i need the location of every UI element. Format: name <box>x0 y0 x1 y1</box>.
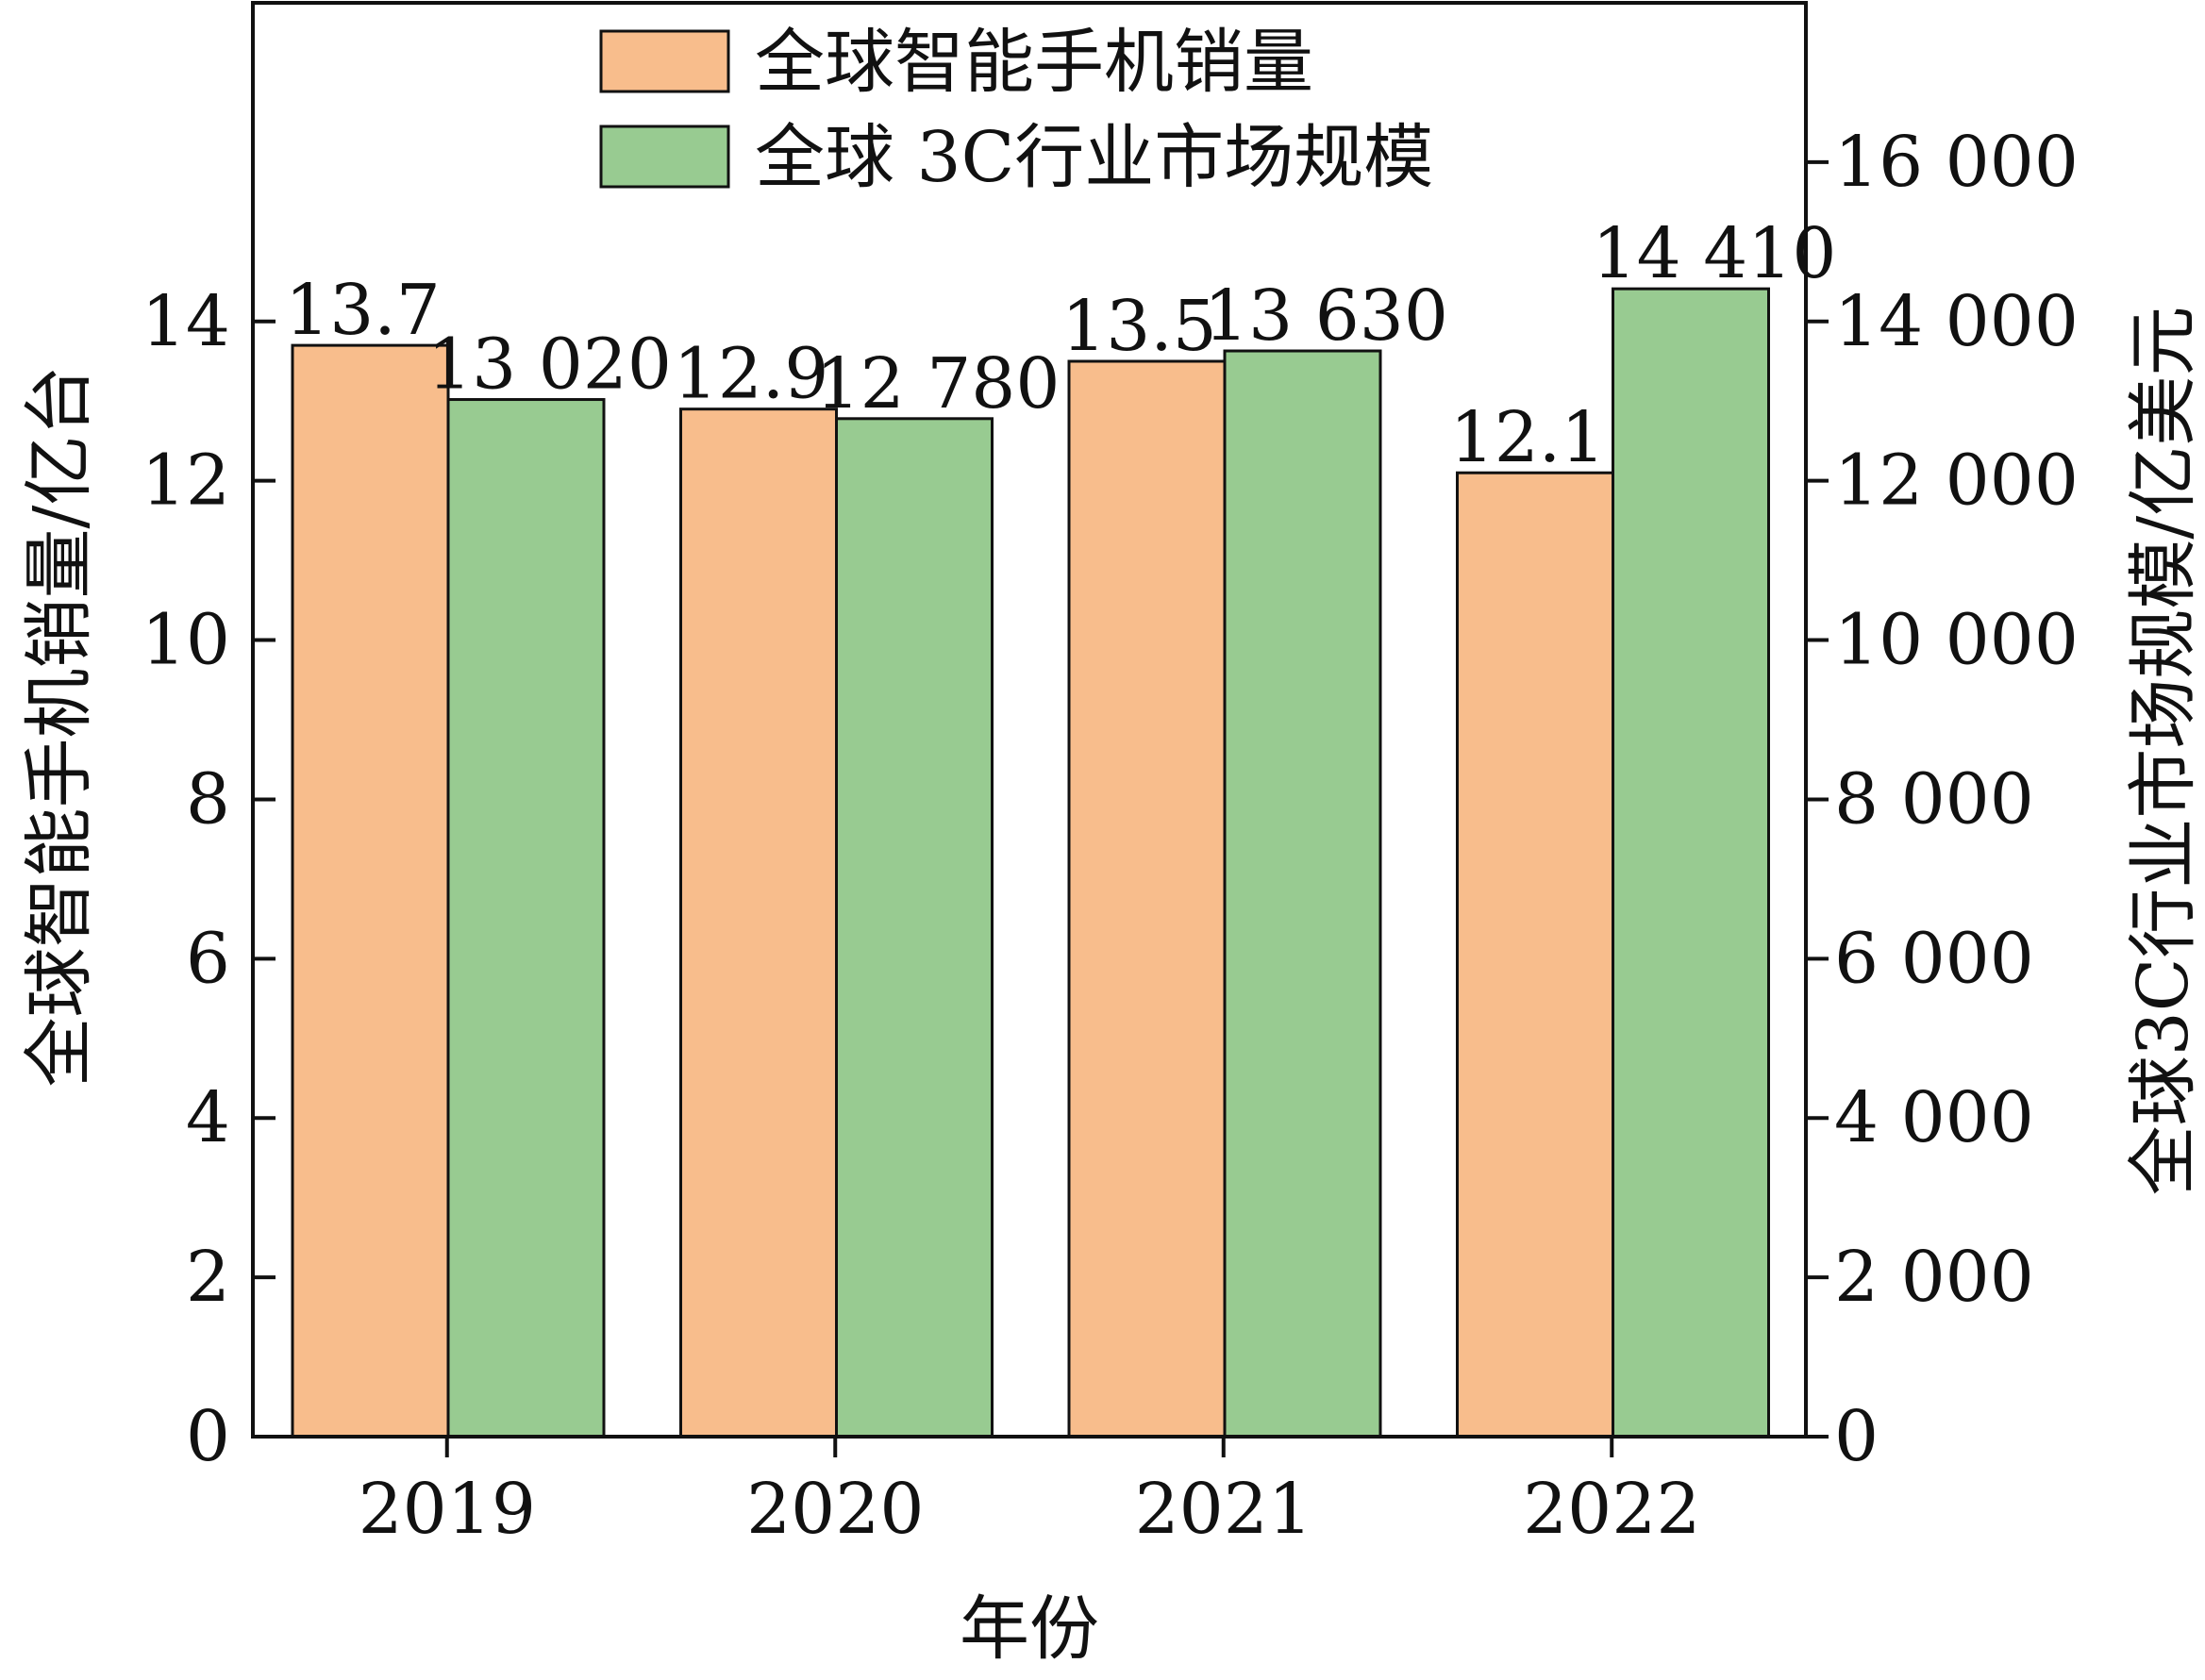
bar-smartphone-sales-2020 <box>679 408 838 1439</box>
legend-label-smartphone-sales: 全球智能手机销量 <box>755 22 1313 103</box>
x-tick-label-2019: 2019 <box>359 1469 536 1550</box>
y-right-tick-label: 4 000 <box>1834 1077 2034 1158</box>
bar-smartphone-sales-2022 <box>1456 471 1614 1439</box>
bar-3c-market-2021 <box>1223 349 1382 1439</box>
data-label-3c-market-2021: 13 630 <box>1204 275 1448 357</box>
y-right-tick-label: 0 <box>1834 1396 1879 1477</box>
x-tick-label-2022: 2022 <box>1523 1469 1700 1550</box>
data-label-smartphone-sales-2020: 12.9 <box>674 334 829 415</box>
data-label-smartphone-sales-2021: 13.5 <box>1061 286 1217 367</box>
data-label-smartphone-sales-2022: 12.1 <box>1450 397 1606 478</box>
x-axis-title: 年份 <box>960 1589 1099 1670</box>
x-tick-label-2021: 2021 <box>1135 1469 1312 1550</box>
data-label-3c-market-2019: 13 020 <box>427 324 672 406</box>
legend-swatch-smartphone-sales <box>599 29 730 93</box>
bar-smartphone-sales-2021 <box>1067 359 1227 1439</box>
y-right-tick-label: 6 000 <box>1834 918 2034 999</box>
y-left-tick-label: 10 <box>142 600 230 681</box>
bar-smartphone-sales-2019 <box>291 343 450 1439</box>
y-right-tick-label: 16 000 <box>1834 122 2079 203</box>
legend: 全球智能手机销量 全球 3C行业市场规模 <box>599 22 1433 198</box>
bar-3c-market-2019 <box>446 398 606 1439</box>
y-right-tick-label: 10 000 <box>1834 600 2079 681</box>
data-label-smartphone-sales-2019: 13.7 <box>285 270 441 351</box>
plot-frame <box>251 1 1808 1439</box>
labels-layer: 13.713 020 2019 12.912 780 2020 13.513 630 20… <box>285 213 1836 1550</box>
legend-label-3c-market: 全球 3C行业市场规模 <box>755 117 1433 198</box>
y-right-tick-label: 8 000 <box>1834 758 2034 840</box>
ticks-layer: 0 2 4 6 8 10 12 14 0 2 000 4 000 6 000 8 000 10 000 12… <box>142 122 2079 1477</box>
data-label-3c-market-2020: 12 780 <box>816 343 1061 424</box>
y-left-tick-label: 2 <box>186 1237 230 1318</box>
y-right-tick-label: 2 000 <box>1834 1237 2034 1318</box>
x-tick-label-2020: 2020 <box>746 1469 924 1550</box>
y-left-tick-label: 0 <box>186 1396 230 1477</box>
y-right-tick-label: 14 000 <box>1834 281 2079 362</box>
bar-3c-market-2022 <box>1612 287 1770 1439</box>
data-label-3c-market-2022: 14 410 <box>1593 213 1837 294</box>
y-left-tick-label: 4 <box>186 1077 230 1158</box>
y-right-tick-label: 12 000 <box>1834 441 2079 522</box>
y-left-tick-label: 14 <box>142 281 230 362</box>
y-axis-left-title: 全球智能手机销量/亿台 <box>19 366 100 1088</box>
y-axis-right-title: 全球3C行业市场规模/亿美元 <box>2123 307 2204 1196</box>
y-left-tick-label: 8 <box>186 758 230 840</box>
y-left-tick-label: 6 <box>186 918 230 999</box>
legend-swatch-3c-market <box>599 125 730 189</box>
bars-layer <box>291 287 1770 1439</box>
y-left-tick-label: 12 <box>142 441 230 522</box>
bar-3c-market-2020 <box>835 417 994 1439</box>
